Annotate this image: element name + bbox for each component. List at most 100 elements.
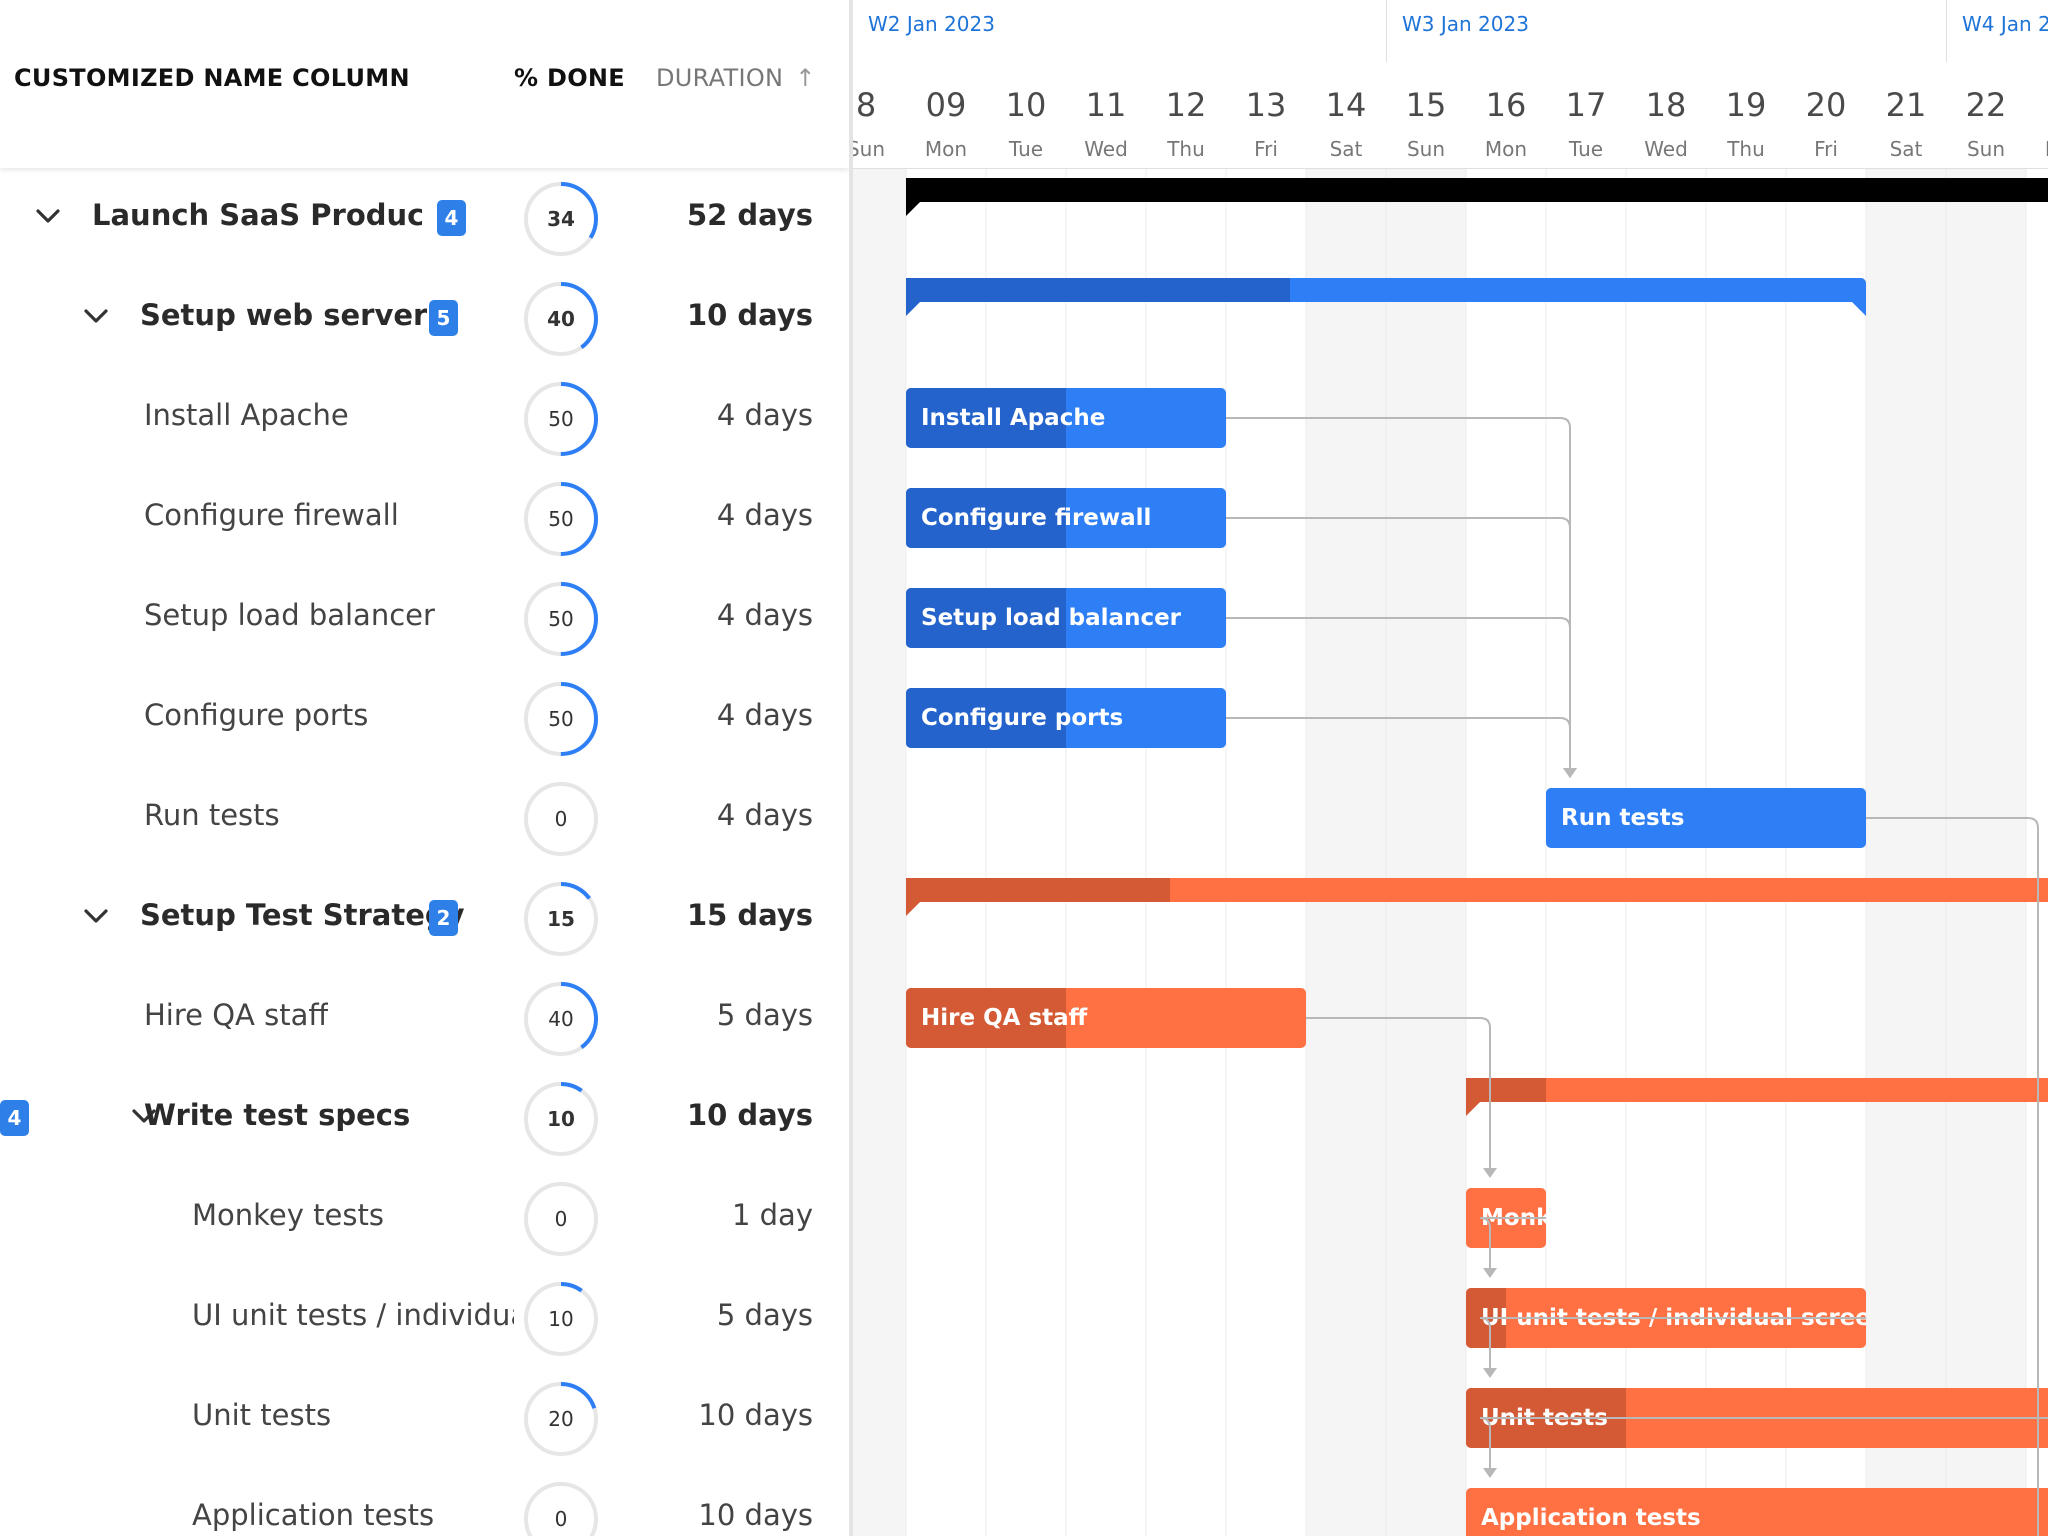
day-number: 11 (1085, 86, 1127, 124)
column-header-name[interactable]: CUSTOMIZED NAME COLUMN (14, 64, 410, 92)
day-number: 12 (1165, 86, 1207, 124)
day-name: Wed (1644, 137, 1688, 161)
task-row[interactable]: Configure firewall 50 4 days (0, 468, 849, 568)
gantt-chart: Install Apache Configure firewall Setup lo… (853, 0, 2048, 1536)
panel-splitter[interactable] (849, 0, 853, 1536)
task-bar[interactable]: Hire QA staff (906, 988, 1306, 1048)
percent-done-value: 20 (548, 1407, 574, 1431)
percent-done-ring: 50 (522, 580, 600, 658)
ring-progress (524, 382, 598, 456)
grid-header: CUSTOMIZED NAME COLUMN % DONE DURATION ↑ (0, 0, 849, 168)
percent-done-value: 10 (548, 1307, 574, 1331)
day-header: 16 Mon (1466, 80, 1546, 168)
task-bar-label: Hire QA staff (921, 1005, 1088, 1031)
task-row[interactable]: Hire QA staff 40 5 days (0, 968, 849, 1068)
task-bar-progress (906, 488, 1066, 548)
percent-done-ring-graphic (524, 182, 598, 256)
day-number: 13 (1245, 86, 1287, 124)
percent-done-ring-graphic (524, 782, 598, 856)
summary-bar-start-cap (1466, 1102, 1480, 1116)
chevron-down-icon[interactable] (78, 898, 114, 934)
task-bar[interactable]: Run tests (1546, 788, 1866, 848)
task-duration: 15 days (686, 898, 813, 932)
ring-progress (524, 882, 598, 956)
percent-done-ring-graphic (524, 1382, 598, 1456)
chevron-down-icon[interactable] (126, 1098, 162, 1134)
task-row[interactable]: Unit tests 20 10 days (0, 1368, 849, 1468)
day-number: 22 (1965, 86, 2007, 124)
day-header: 20 Fri (1786, 80, 1866, 168)
task-bar-label: Install Apache (921, 405, 1106, 431)
summary-bar[interactable] (906, 278, 1866, 316)
ring-progress (524, 682, 598, 756)
chevron-down-icon[interactable] (30, 198, 66, 234)
arrow-up-icon[interactable]: ↑ (795, 64, 816, 92)
task-row[interactable]: Run tests 0 4 days (0, 768, 849, 868)
task-row[interactable]: UI unit tests / individual screens 10 5 da… (0, 1268, 849, 1368)
day-name: Fri (1814, 137, 1838, 161)
chevron-down-icon[interactable] (78, 298, 114, 334)
day-header: 21 Sat (1866, 80, 1946, 168)
task-bar[interactable]: Configure ports (906, 688, 1226, 748)
percent-done-value: 50 (548, 507, 574, 531)
summary-bar[interactable] (906, 178, 2048, 216)
percent-done-ring: 0 (522, 1180, 600, 1258)
ring-progress (524, 182, 598, 256)
task-bar[interactable]: UI unit tests / individual screens (1466, 1288, 1866, 1348)
task-row[interactable]: Monkey tests 0 1 day (0, 1168, 849, 1268)
day-header: 17 Tue (1546, 80, 1626, 168)
percent-done-value: 10 (547, 1107, 575, 1131)
percent-done-value: 0 (554, 1207, 568, 1231)
task-name: Write test specs (144, 1098, 411, 1132)
task-name: Setup Test Strategy (140, 898, 465, 932)
task-bar-label: Setup load balancer (921, 605, 1182, 631)
percent-done-ring: 50 (522, 480, 600, 558)
task-bar[interactable]: Application tests (1466, 1488, 2048, 1536)
task-row[interactable]: Application tests 0 10 days (0, 1468, 849, 1536)
day-name: Sun (1406, 137, 1446, 161)
task-duration: 10 days (686, 1098, 813, 1132)
week-header: W2 Jan 2023 (853, 0, 1413, 62)
task-bar[interactable]: Setup load balancer (906, 588, 1226, 648)
summary-bar[interactable] (906, 878, 2048, 916)
task-row[interactable]: Configure ports 50 4 days (0, 668, 849, 768)
ring-progress (524, 282, 598, 356)
day-header: 10 Tue (986, 80, 1066, 168)
summary-bar[interactable] (1466, 1078, 2048, 1116)
task-bar[interactable]: Unit tests (1466, 1388, 2048, 1448)
day-header: 11 Wed (1066, 80, 1146, 168)
task-row[interactable]: Setup load balancer 50 4 days (0, 568, 849, 668)
child-count-badge: 4 (437, 200, 466, 236)
task-duration: 52 days (686, 198, 813, 232)
task-name: Application tests (192, 1498, 435, 1532)
task-duration: 5 days (716, 998, 813, 1032)
task-row[interactable]: Setup Test Strategy 2 15 15 days (0, 868, 849, 968)
task-bar-progress (906, 988, 1066, 1048)
task-duration: 4 days (716, 498, 813, 532)
percent-done-ring-graphic (524, 1482, 598, 1536)
task-row[interactable]: Setup web server 5 40 10 days (0, 268, 849, 368)
task-bar[interactable]: Monkey tests (1466, 1188, 1546, 1248)
task-duration: 10 days (686, 298, 813, 332)
task-duration: 5 days (716, 1298, 813, 1332)
child-count-badge: 5 (429, 300, 458, 336)
column-header-percent-done[interactable]: % DONE (514, 64, 626, 92)
column-header-duration[interactable]: DURATION ↑ (656, 64, 816, 92)
task-bar[interactable]: Configure firewall (906, 488, 1226, 548)
percent-done-value: 15 (547, 907, 575, 931)
task-row[interactable]: Launch SaaS Product 4 34 52 days (0, 168, 849, 268)
percent-done-value: 50 (548, 707, 574, 731)
day-number: 16 (1485, 86, 1527, 124)
day-header: 13 Fri (1226, 80, 1306, 168)
task-name: Install Apache (144, 398, 349, 432)
percent-done-ring-graphic (524, 682, 598, 756)
day-number: 19 (1725, 86, 1767, 124)
percent-done-ring-graphic (524, 482, 598, 556)
ring-progress (524, 1082, 598, 1156)
task-row[interactable]: Write test specs 4 10 10 days (0, 1068, 849, 1168)
task-bar[interactable]: Install Apache (906, 388, 1226, 448)
percent-done-value: 0 (554, 807, 568, 831)
percent-done-ring: 0 (522, 780, 600, 858)
percent-done-ring: 50 (522, 380, 600, 458)
task-row[interactable]: Install Apache 50 4 days (0, 368, 849, 468)
